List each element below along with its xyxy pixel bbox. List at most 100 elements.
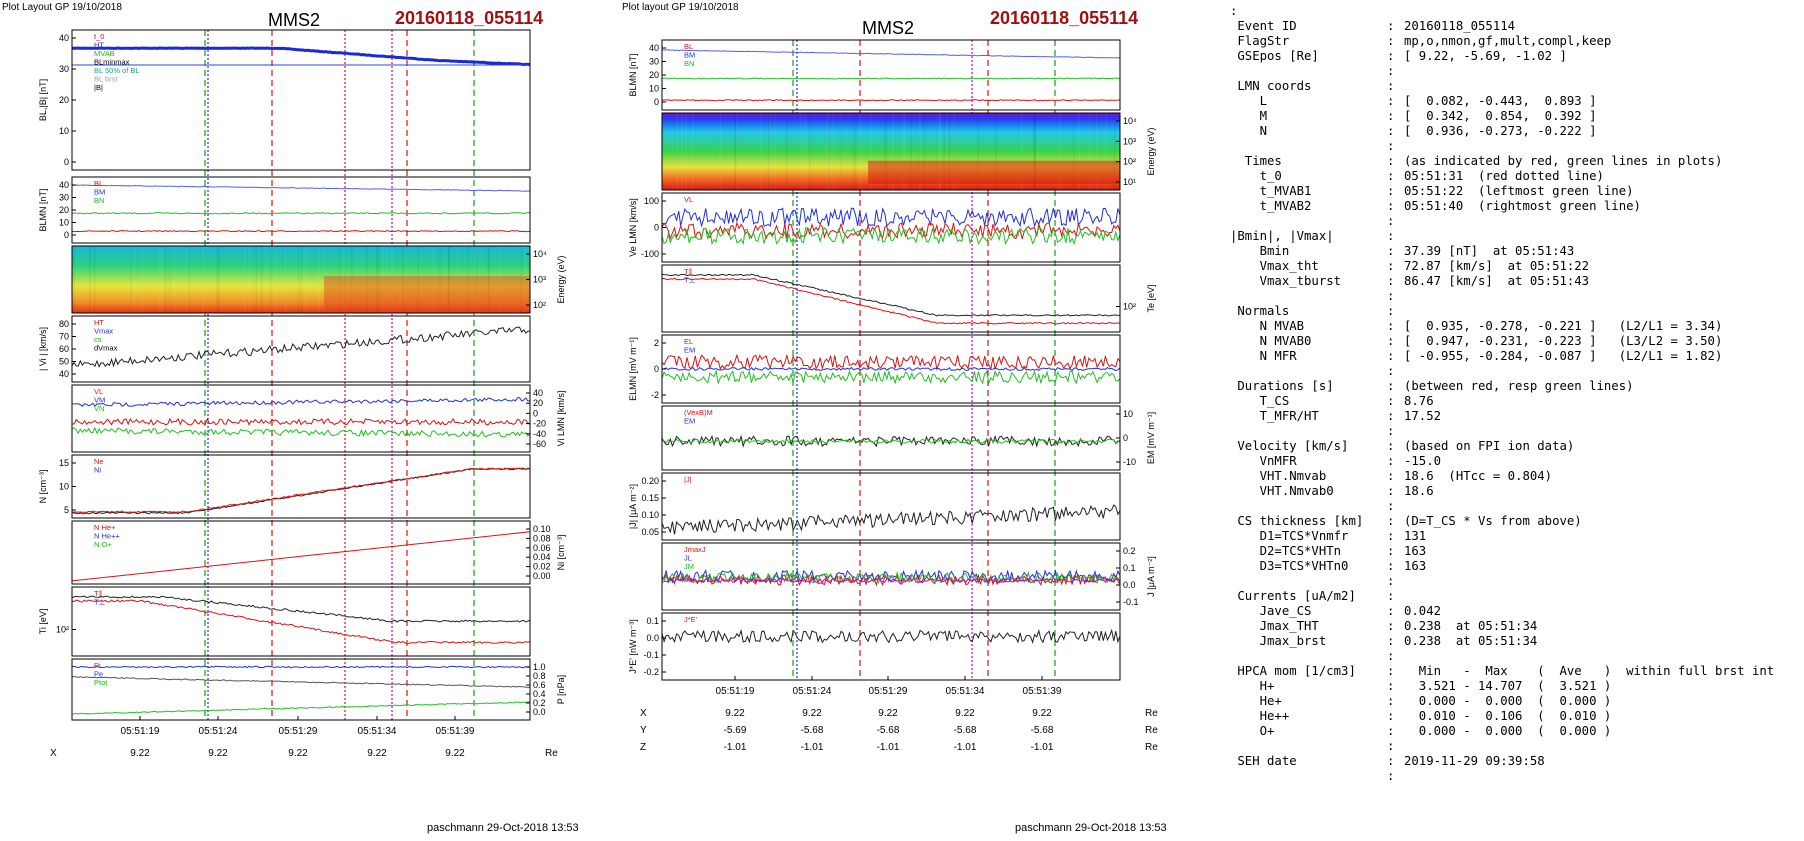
spectrogram-texture (260, 246, 263, 313)
info-colon: : (1387, 409, 1395, 423)
orbit-value: 9.22 (725, 708, 745, 719)
spectrogram-texture (768, 113, 770, 190)
spectrogram-texture (1034, 113, 1036, 190)
series-line (661, 434, 1121, 448)
info-key: Normals (1230, 304, 1290, 318)
info-value: [ 0.082, -0.443, 0.893 ] (1404, 94, 1597, 108)
y-tick-label: 0 (654, 223, 659, 233)
spectrogram-texture (808, 113, 811, 190)
spectrogram-texture (298, 246, 300, 313)
spectrogram-texture (169, 246, 171, 313)
y-tick-label: 10¹ (1123, 177, 1136, 187)
info-key: CS thickness [km] (1230, 514, 1364, 528)
spectrogram-texture (953, 113, 956, 190)
spectrogram-texture (255, 246, 257, 313)
y-tick-label: 10² (1123, 302, 1136, 312)
y-tick-label: -2 (651, 390, 659, 400)
info-row: D1=TCS*Vnmfr:131 (1230, 529, 1774, 544)
info-row: LMN coords: (1230, 79, 1774, 94)
spectrogram-texture (852, 113, 855, 190)
spectrogram-texture (130, 246, 133, 313)
info-key (1230, 214, 1387, 229)
legend-entry: HT (94, 41, 104, 50)
info-key (1230, 424, 1387, 439)
orbit-value: -1.01 (801, 742, 824, 753)
legend-entry: BM (684, 51, 695, 60)
info-value: 0.000 - 0.000 ( 0.000 ) (1404, 724, 1612, 738)
spectrogram-texture (1020, 113, 1023, 190)
legend-entry: T∥ (94, 589, 102, 598)
y-tick-label: 0.1 (1123, 563, 1136, 573)
info-value: [ 0.935, -0.278, -0.221 ] (L2/L1 = 3.34) (1404, 319, 1723, 333)
orbit-unit: Re (545, 748, 558, 759)
y-tick-label: 5 (64, 505, 69, 515)
panel-frame (71, 315, 531, 383)
y-tick-label: 10² (56, 625, 69, 635)
info-row: Vmax_tburst:86.47 [km/s] at 05:51:43 (1230, 274, 1774, 289)
info-row: : (1230, 4, 1774, 19)
info-colon: : (1387, 349, 1395, 363)
plot-panel: 10² Ti [eV] T∥T⊥ (38, 586, 531, 657)
info-row: |Bmin|, |Vmax|: (1230, 229, 1774, 244)
legend-entry: BL brst (94, 75, 118, 84)
legend-entry: Ne (94, 457, 104, 466)
plot-panel: 10⁴ 10³ 10² Energy (eV) (71, 245, 566, 314)
legend-entry: BL (684, 42, 693, 51)
y-axis-label: BL,|B| [nT] (38, 79, 48, 121)
spectrogram-texture (832, 113, 835, 190)
y-axis-label: EM [mV m⁻¹] (1146, 412, 1156, 464)
info-value: [ 0.342, 0.854, 0.392 ] (1404, 109, 1597, 123)
y-tick-label: -0.2 (643, 667, 659, 677)
info-colon: : (1387, 289, 1395, 303)
spectrogram-texture (447, 246, 450, 313)
info-key: FlagStr (1230, 34, 1290, 48)
legend-entry: EM (684, 346, 695, 355)
info-colon: : (1387, 259, 1395, 273)
legend-entry: BL 50% of BL (94, 66, 140, 75)
spectrogram-texture (681, 113, 683, 190)
spectrogram-texture (935, 113, 938, 190)
info-key: Times (1230, 154, 1282, 168)
spectrogram-texture (935, 113, 938, 190)
info-value: 18.6 (HTcc = 0.804) (1404, 469, 1553, 483)
info-colon: : (1387, 244, 1395, 258)
info-key (1230, 739, 1387, 754)
info-value: 0.000 - 0.000 ( 0.000 ) (1404, 694, 1612, 708)
orbit-value: 9.22 (955, 708, 975, 719)
spectrogram-hot-region (868, 160, 1120, 184)
spectrogram-texture (1113, 113, 1116, 190)
info-value: 17.52 (1404, 409, 1442, 423)
y-tick-label: -60 (533, 439, 546, 449)
spectrogram-texture (303, 246, 305, 313)
y-tick-label: 30 (649, 57, 659, 67)
info-colon: : (1387, 634, 1395, 648)
legend-entry: T⊥ (94, 598, 106, 607)
info-key: N MVAB0 (1230, 334, 1312, 348)
spectrogram-texture (344, 246, 346, 313)
legend-entry: Vmax (94, 327, 113, 336)
info-row: Velocity [km/s]: (based on FPI ion data) (1230, 439, 1774, 454)
info-row: : (1230, 289, 1774, 304)
info-key (1230, 574, 1387, 589)
spectrogram-texture (164, 246, 167, 313)
series-line (71, 531, 531, 582)
info-value: 18.6 (1404, 484, 1434, 498)
orbit-unit: Re (1145, 725, 1158, 736)
info-key: Bmin (1230, 244, 1290, 258)
y-tick-label: -0.1 (643, 650, 659, 660)
y-tick-label: 10³ (1123, 136, 1136, 146)
y-tick-label: -100 (641, 249, 659, 259)
spectrogram-texture (448, 246, 450, 313)
info-value: -15.0 (1404, 454, 1442, 468)
orbit-value: 9.22 (1032, 708, 1052, 719)
info-key: D3=TCS*VHTn0 (1230, 559, 1349, 573)
spacecraft-title-mid: MMS2 (862, 18, 915, 38)
spectrogram-texture (799, 113, 802, 190)
spectrogram-texture (939, 113, 941, 190)
y-tick-label: 10³ (533, 275, 546, 285)
info-row: D3=TCS*VHTn0:163 (1230, 559, 1774, 574)
y-axis-label: Te [eV] (1146, 284, 1156, 312)
y-axis-label: P [nPa] (556, 675, 566, 704)
info-key: Jmax_THT (1230, 619, 1319, 633)
